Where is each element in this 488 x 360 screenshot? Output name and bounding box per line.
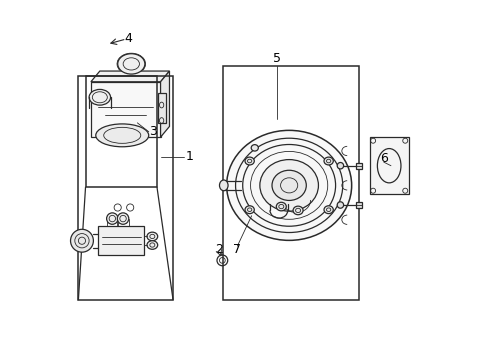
Text: 6: 6 — [379, 152, 387, 165]
Bar — [157, 93, 165, 123]
Polygon shape — [91, 71, 169, 82]
Ellipse shape — [89, 89, 110, 105]
Ellipse shape — [292, 206, 303, 215]
Text: 7: 7 — [233, 243, 241, 256]
Bar — [85, 76, 157, 187]
Ellipse shape — [117, 213, 128, 224]
Bar — [223, 66, 358, 300]
Bar — [369, 137, 408, 194]
Bar — [355, 163, 361, 168]
Ellipse shape — [219, 180, 227, 191]
Ellipse shape — [118, 54, 144, 74]
Ellipse shape — [147, 232, 157, 241]
Text: 2: 2 — [215, 243, 223, 256]
Text: 4: 4 — [124, 32, 132, 45]
Text: 3: 3 — [149, 125, 157, 138]
Ellipse shape — [226, 130, 351, 240]
Bar — [78, 76, 173, 300]
Ellipse shape — [324, 206, 333, 213]
Ellipse shape — [70, 229, 93, 252]
Ellipse shape — [259, 159, 318, 211]
Ellipse shape — [324, 157, 333, 165]
Ellipse shape — [276, 202, 285, 211]
Text: 1: 1 — [185, 150, 193, 163]
Ellipse shape — [147, 241, 157, 249]
Ellipse shape — [244, 157, 254, 165]
Text: 5: 5 — [272, 52, 280, 65]
Ellipse shape — [96, 124, 148, 147]
Ellipse shape — [271, 170, 305, 201]
Bar — [98, 226, 144, 255]
Bar — [91, 82, 160, 137]
Ellipse shape — [337, 202, 343, 208]
Ellipse shape — [244, 206, 254, 213]
Bar — [355, 202, 361, 208]
Ellipse shape — [106, 213, 118, 224]
Polygon shape — [160, 71, 169, 137]
Ellipse shape — [337, 162, 343, 169]
Ellipse shape — [251, 145, 258, 151]
